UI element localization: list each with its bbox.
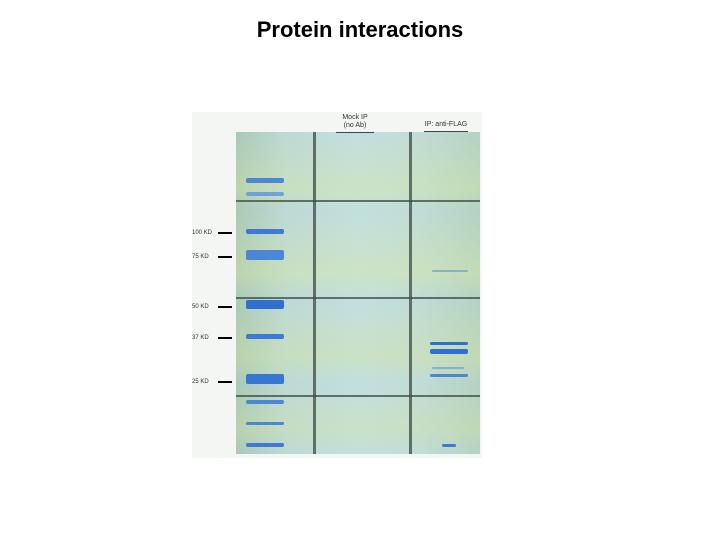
mw-label: 100 KD: [192, 230, 213, 236]
ladder-band: [246, 422, 284, 425]
ladder-band: [246, 250, 284, 260]
lane-header-line: IP: anti-FLAG: [424, 121, 468, 128]
mw-marker-75: 75 KD: [192, 253, 232, 261]
flag-band: [430, 349, 468, 354]
flag-band: [432, 270, 468, 272]
mw-label: 25 KD: [192, 379, 209, 385]
ladder-band: [246, 229, 284, 234]
lane-header-mock: Mock IP (no Ab): [336, 114, 374, 133]
ladder-band: [246, 178, 284, 183]
mw-label: 37 KD: [192, 335, 209, 341]
mw-marker-25: 25 KD: [192, 378, 232, 386]
mw-tick: [218, 256, 232, 258]
flag-band: [430, 374, 468, 377]
gel-figure: Mock IP (no Ab) IP: anti-FLAG 100 KD 75 …: [192, 112, 482, 458]
mw-marker-50: 50 KD: [192, 303, 232, 311]
lane-header-line: Mock IP: [342, 114, 368, 121]
ladder-band: [246, 400, 284, 404]
flag-band: [442, 444, 456, 447]
mw-tick: [218, 232, 232, 234]
mw-label: 75 KD: [192, 254, 209, 260]
lane-header-underline: [424, 131, 468, 132]
slide-title: Protein interactions: [256, 17, 464, 42]
mw-marker-37: 37 KD: [192, 334, 232, 342]
mw-tick: [218, 337, 232, 339]
gel-divider: [236, 200, 480, 202]
gel-divider: [236, 297, 480, 299]
mw-tick: [218, 381, 232, 383]
ladder-band: [246, 374, 284, 384]
ladder-band: [246, 334, 284, 339]
ladder-band: [246, 300, 284, 309]
mw-tick: [218, 306, 232, 308]
lane-header-line: (no Ab): [343, 122, 367, 129]
lane-divider: [313, 132, 316, 454]
lane-divider: [409, 132, 412, 454]
ladder-band: [246, 192, 284, 196]
ladder-band: [246, 443, 284, 447]
flag-band: [432, 367, 464, 369]
mw-label: 50 KD: [192, 304, 209, 310]
gel-image: [236, 132, 480, 454]
flag-band: [430, 342, 468, 345]
lane-header-flag: IP: anti-FLAG: [424, 121, 468, 132]
mw-marker-100: 100 KD: [192, 229, 232, 237]
gel-divider: [236, 395, 480, 397]
lane-header-underline: [336, 132, 374, 133]
